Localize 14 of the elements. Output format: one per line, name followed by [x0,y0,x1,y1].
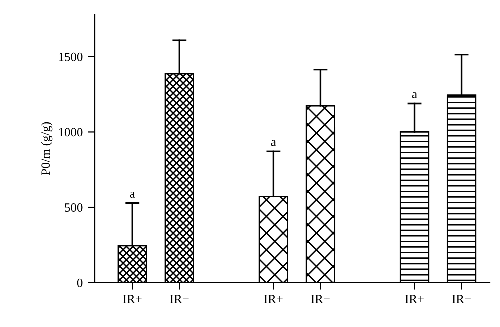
y-tick-label: 1000 [59,128,83,137]
x-tick-label: IR+ [123,295,142,304]
y-tick-label: 1500 [59,52,83,62]
annotation: a [271,140,276,146]
x-tick-label: IR− [452,295,471,304]
x-tick-label: IR− [311,295,330,304]
x-tick-label: IR− [170,295,189,304]
y-tick-label: 500 [65,204,83,212]
x-tick-label: IR+ [405,295,424,304]
y-axis-title: P0/m (g/g) [41,122,53,176]
y-tick-label: 0 [77,278,83,288]
annotation: a [412,92,418,98]
x-tick-label: IR+ [264,295,283,304]
annotation: a [130,192,136,198]
